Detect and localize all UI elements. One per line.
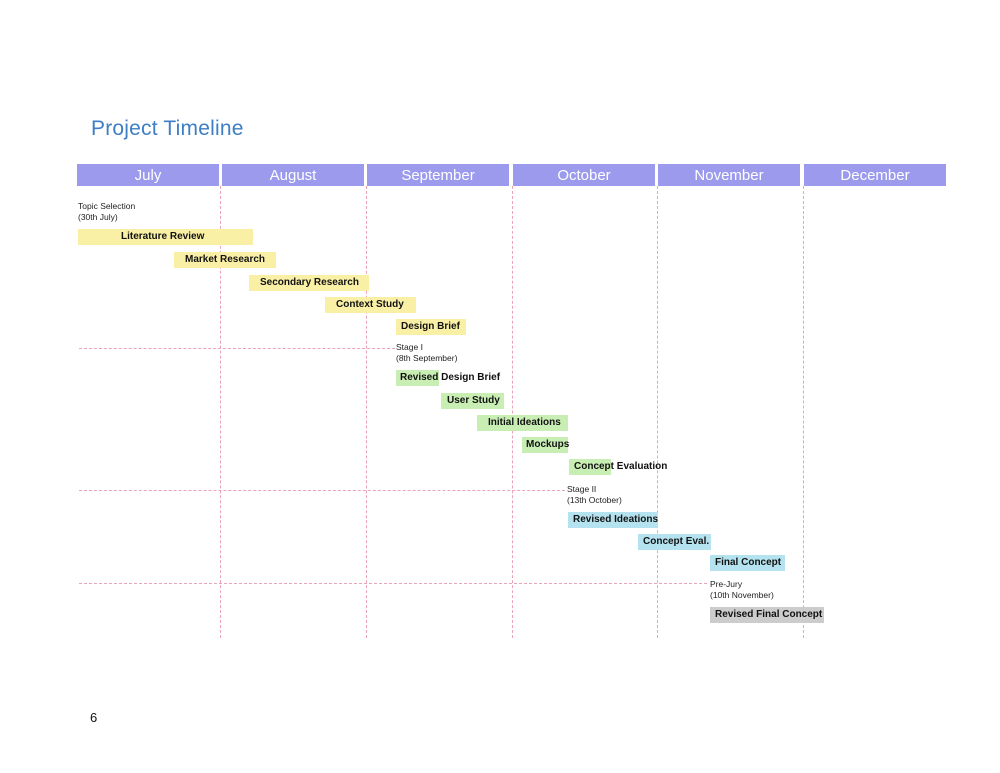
month-august: August — [222, 164, 364, 186]
task-label-initial-ideations: Initial Ideations — [488, 417, 561, 428]
task-label-revised-design-brief: Revised Design Brief — [400, 372, 501, 383]
grid-line-vertical — [512, 186, 513, 638]
milestone-stage-1: Stage I (8th September) — [396, 342, 457, 364]
task-bar-literature-review — [78, 229, 253, 245]
milestone-stage-2: Stage II (13th October) — [567, 484, 622, 506]
task-label-concept-evaluation: Concept Evaluation — [574, 461, 668, 472]
task-bar-final-concept — [710, 555, 785, 571]
task-bar-context-study — [325, 297, 416, 313]
month-december: December — [804, 164, 946, 186]
stage-line — [79, 490, 565, 491]
task-label-revised-final-concept: Revised Final Concept — [715, 609, 823, 620]
task-label-user-study: User Study — [447, 395, 500, 406]
month-july: July — [77, 164, 219, 186]
milestone-date: (8th September) — [396, 353, 458, 363]
stage-line — [79, 583, 707, 584]
grid-line-vertical — [366, 186, 367, 638]
milestone-name: Stage II — [567, 484, 597, 494]
milestone-name: Stage I — [396, 342, 423, 352]
task-bar-design-brief — [396, 319, 466, 335]
milestone-name: Topic Selection — [78, 201, 136, 211]
task-label-concept-eval: Concept Eval. — [643, 536, 710, 547]
task-bar-initial-ideations — [477, 415, 568, 431]
grid-line-vertical — [803, 186, 804, 638]
task-label-mockups: Mockups — [526, 439, 570, 450]
month-september: September — [367, 164, 509, 186]
task-label-literature-review: Literature Review — [121, 231, 205, 242]
task-bar-revised-design-brief — [396, 370, 439, 386]
stage-line — [79, 348, 395, 349]
milestone-date: (30th July) — [78, 212, 118, 222]
milestone-name: Pre-Jury — [710, 579, 743, 589]
task-bar-secondary-research — [249, 275, 369, 291]
task-label-revised-ideations: Revised Ideations — [573, 514, 659, 525]
task-label-market-research: Market Research — [185, 254, 266, 265]
task-bar-revised-final-concept — [710, 607, 824, 623]
task-bar-user-study — [441, 393, 504, 409]
milestone-date: (13th October) — [567, 495, 622, 505]
task-bar-concept-evaluation — [569, 459, 611, 475]
task-bar-market-research — [174, 252, 276, 268]
task-bar-mockups — [522, 437, 568, 453]
page-number: 6 — [90, 710, 98, 725]
month-november: November — [658, 164, 800, 186]
page-title: Project Timeline — [91, 117, 244, 140]
month-october: October — [513, 164, 655, 186]
grid-line-vertical — [657, 186, 658, 638]
task-label-context-study: Context Study — [336, 299, 404, 310]
milestone-pre-jury: Pre-Jury (10th November) — [710, 579, 774, 601]
task-bar-revised-ideations — [568, 512, 658, 528]
milestone-date: (10th November) — [710, 590, 774, 600]
task-label-design-brief: Design Brief — [401, 321, 460, 332]
task-label-secondary-research: Secondary Research — [260, 277, 359, 288]
task-bar-concept-eval — [638, 534, 711, 550]
grid-line-vertical — [220, 186, 221, 638]
task-label-final-concept: Final Concept — [715, 557, 782, 568]
milestone-topic-selection: Topic Selection (30th July) — [78, 201, 135, 223]
